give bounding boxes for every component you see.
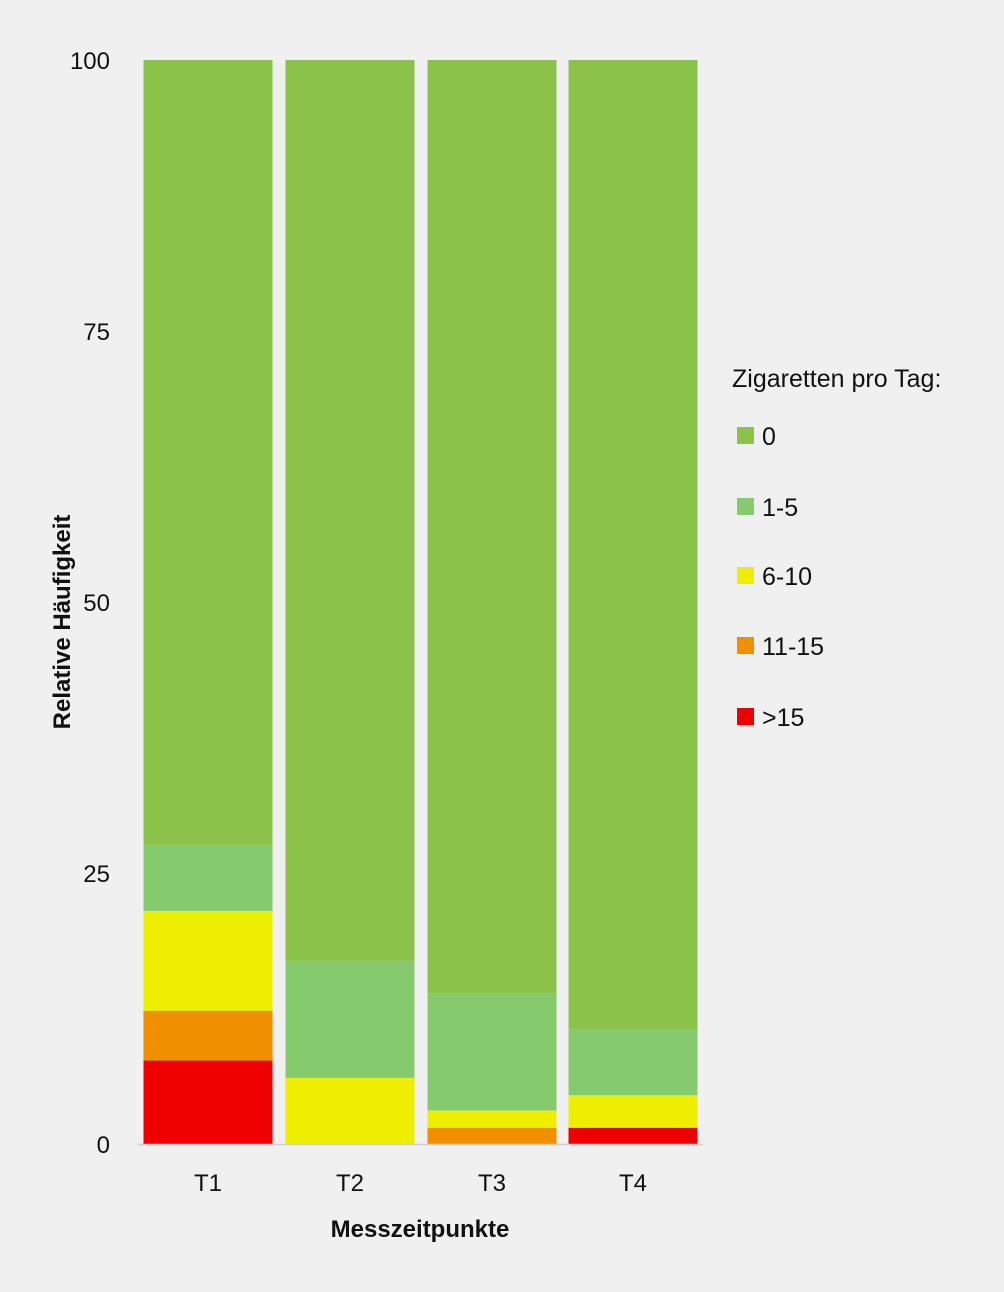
bar-segment-t2-1-5 [285,960,415,1078]
bar-segment-t1-0 [143,60,273,845]
legend-swatch-6-10 [737,567,754,584]
y-tick-label-0: 0 [97,1132,110,1159]
bar-segment-t1-15 [143,1060,273,1144]
x-tick-label-t4: T4 [619,1170,647,1197]
bar-segment-t4-15 [568,1127,698,1144]
y-tick-label-100: 100 [70,48,110,75]
y-tick-label-75: 75 [83,319,110,346]
y-tick-label-50: 50 [83,590,110,617]
legend-swatch-0 [737,427,754,444]
legend: Zigaretten pro Tag: 0 1-5 6-10 11-15 >15 [732,365,941,732]
legend-label-1-5: 1-5 [762,494,798,522]
bar-segment-t2-6-10 [285,1077,415,1144]
x-axis-ticks: T1 T2 T3 T4 [194,1170,647,1197]
y-axis-ticks: 0 25 50 75 100 [70,48,110,1159]
legend-swatch-1-5 [737,498,754,515]
bar-segment-t2-0 [285,60,415,961]
bars-layer [143,60,698,1144]
bar-segment-t3-1-5 [427,993,557,1111]
y-tick-label-25: 25 [83,861,110,888]
bar-segment-t3-6-10 [427,1110,557,1128]
legend-label-11-15: 11-15 [762,633,824,661]
legend-label-6-10: 6-10 [762,563,812,591]
x-tick-label-t2: T2 [336,1170,364,1197]
bar-segment-t1-11-15 [143,1010,273,1061]
legend-title: Zigaretten pro Tag: [732,365,941,393]
legend-label-gt15: >15 [762,704,804,732]
y-axis-title: Relative Häufigkeit [49,515,76,730]
legend-swatch-11-15 [737,637,754,654]
legend-swatch-gt15 [737,708,754,725]
bar-segment-t1-1-5 [143,844,273,911]
bar-segment-t3-0 [427,60,557,994]
legend-label-0: 0 [762,423,776,451]
x-tick-label-t1: T1 [194,1170,222,1197]
bar-segment-t4-6-10 [568,1095,698,1128]
bar-segment-t4-1-5 [568,1029,698,1096]
bar-segment-t3-11-15 [427,1127,557,1144]
bar-segment-t4-0 [568,60,698,1030]
x-axis-title: Messzeitpunkte [331,1216,510,1243]
x-tick-label-t3: T3 [478,1170,506,1197]
bar-segment-t1-6-10 [143,910,273,1011]
